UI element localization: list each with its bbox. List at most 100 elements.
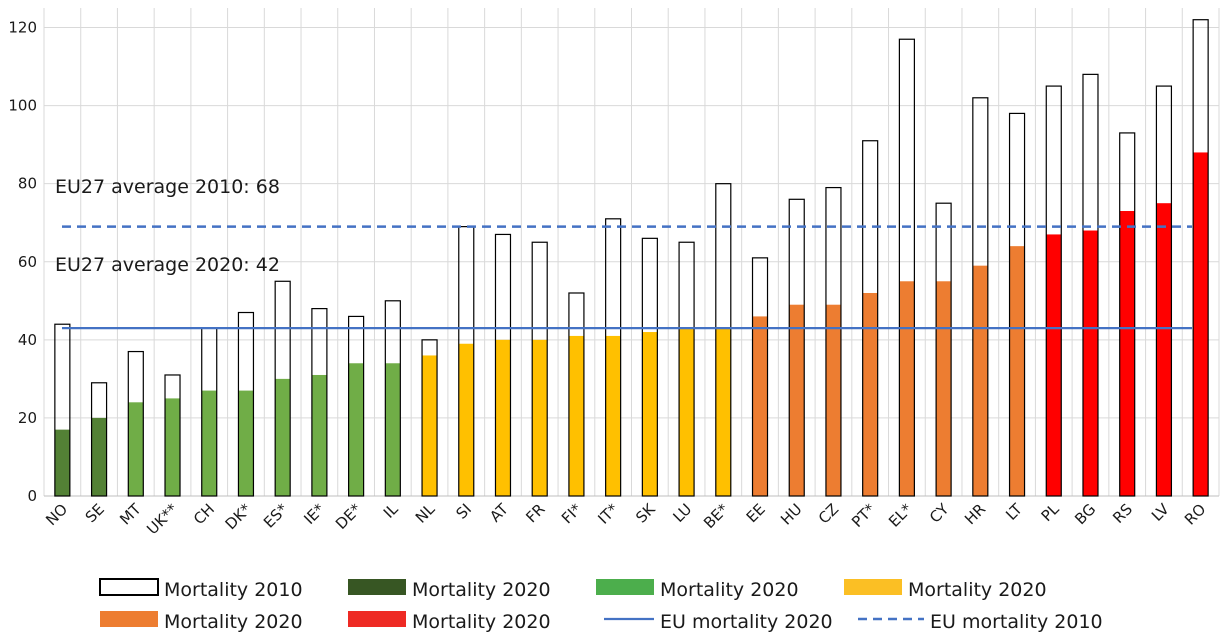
y-tick-label: 100 bbox=[8, 97, 37, 115]
bar-mortality-2020 bbox=[789, 304, 805, 496]
legend-label: EU mortality 2010 bbox=[930, 611, 1103, 633]
bar-mortality-2010 bbox=[237, 311, 255, 497]
bar-mortality-2020 bbox=[201, 390, 217, 496]
y-tick-label: 0 bbox=[27, 487, 37, 505]
y-tick-label: 120 bbox=[8, 19, 37, 37]
x-category-label: LT bbox=[1002, 500, 1026, 524]
x-category-label: HU bbox=[777, 500, 805, 528]
x-category-label: CH bbox=[190, 500, 218, 528]
bar-mortality-2020 bbox=[605, 335, 621, 496]
bar-mortality-2010 bbox=[531, 241, 548, 497]
x-category-label: EL* bbox=[885, 500, 916, 531]
legend-swatch-orange bbox=[100, 611, 158, 627]
bar-mortality-2010 bbox=[458, 226, 475, 497]
x-category-label: NL bbox=[412, 500, 439, 527]
bar-mortality-2010 bbox=[641, 237, 658, 497]
bar-mortality-2020 bbox=[899, 281, 915, 496]
x-category-label: EE bbox=[743, 500, 769, 526]
bar-mortality-2020 bbox=[385, 363, 401, 496]
x-category-label: RO bbox=[1181, 500, 1209, 528]
bar-mortality-2010 bbox=[1045, 85, 1062, 497]
x-category-label: LU bbox=[670, 500, 696, 526]
bar-mortality-2020 bbox=[238, 390, 254, 496]
bar-mortality-2020 bbox=[715, 328, 731, 496]
legend-label: Mortality 2020 bbox=[412, 611, 551, 633]
bar-mortality-2010 bbox=[715, 183, 732, 497]
bar-mortality-2010 bbox=[1155, 85, 1173, 497]
x-category-label: LV bbox=[1148, 500, 1173, 525]
x-category-label: AT bbox=[486, 500, 512, 526]
x-category-label: DE* bbox=[332, 500, 365, 533]
x-category-label: IL bbox=[380, 500, 402, 522]
bar-mortality-2010 bbox=[935, 202, 952, 497]
bar-mortality-2020 bbox=[825, 304, 841, 496]
legend-swatch-yellow bbox=[844, 579, 902, 595]
bar-mortality-2010 bbox=[1082, 73, 1099, 497]
x-category-label: CY bbox=[926, 500, 953, 527]
x-category-label: UK** bbox=[143, 500, 181, 538]
bar-mortality-2020 bbox=[752, 316, 768, 496]
x-category-label: PT* bbox=[848, 500, 879, 531]
legend-label: EU mortality 2020 bbox=[660, 611, 833, 633]
x-category-label: SE bbox=[82, 500, 108, 526]
bar-mortality-2010 bbox=[1192, 19, 1209, 497]
bar-mortality-2010 bbox=[1119, 132, 1136, 497]
bar-mortality-2010 bbox=[494, 233, 512, 497]
bar-mortality-2010 bbox=[127, 350, 144, 497]
bar-mortality-2010 bbox=[311, 308, 328, 497]
bar-mortality-2020 bbox=[275, 378, 291, 496]
bar-mortality-2010 bbox=[384, 300, 401, 497]
annotation-avg-2020: EU27 average 2020: 42 bbox=[55, 254, 280, 276]
legend-label: Mortality 2020 bbox=[908, 579, 1047, 601]
bar-mortality-2020 bbox=[936, 281, 952, 496]
bar-mortality-2020 bbox=[972, 265, 988, 496]
legend-label: Mortality 2020 bbox=[412, 579, 551, 601]
y-tick-label: 20 bbox=[18, 409, 37, 427]
bar-mortality-2020 bbox=[1193, 152, 1209, 496]
bar-mortality-2020 bbox=[495, 339, 511, 496]
bar-mortality-2010 bbox=[678, 241, 695, 497]
bar-mortality-2020 bbox=[54, 429, 70, 496]
y-axis-ticks: 0 20 40 60 80 100 120 bbox=[8, 19, 37, 505]
bar-mortality-2010 bbox=[862, 140, 879, 497]
bar-mortality-2020 bbox=[679, 328, 695, 496]
y-tick-label: 80 bbox=[18, 175, 37, 193]
annotation-avg-2010: EU27 average 2010: 68 bbox=[55, 176, 280, 198]
gridlines bbox=[43, 8, 1220, 497]
bar-mortality-2020 bbox=[91, 417, 107, 496]
bar-mortality-2020 bbox=[1119, 211, 1135, 496]
y-tick-label: 40 bbox=[18, 331, 37, 349]
x-category-label: NO bbox=[42, 500, 71, 529]
bar-mortality-2010 bbox=[164, 374, 181, 497]
bar-mortality-2010 bbox=[54, 323, 71, 497]
x-category-label: SI bbox=[452, 500, 475, 523]
bar-mortality-2010 bbox=[972, 97, 989, 497]
x-category-label: SK bbox=[632, 499, 659, 526]
x-category-label: MT bbox=[116, 500, 145, 529]
bar-mortality-2020 bbox=[862, 292, 878, 496]
bar-mortality-2010 bbox=[898, 38, 915, 497]
x-category-label: IT* bbox=[594, 500, 622, 528]
legend-swatch-darkgreen bbox=[348, 579, 406, 595]
bar-mortality-2020 bbox=[348, 363, 364, 496]
bar-mortality-2010 bbox=[90, 382, 108, 497]
legend: Mortality 2010 Mortality 2020 Mortality 20… bbox=[99, 578, 1103, 633]
bar-mortality-2020 bbox=[1009, 246, 1025, 496]
bar-mortality-2010 bbox=[605, 218, 622, 497]
x-category-label: ES* bbox=[260, 500, 292, 532]
bar-mortality-2020 bbox=[458, 343, 474, 496]
x-category-label: CZ bbox=[815, 500, 842, 527]
x-category-label: PL bbox=[1038, 500, 1063, 525]
bar-mortality-2010 bbox=[421, 339, 438, 497]
bar-mortality-2020 bbox=[1046, 234, 1062, 496]
bar-mortality-2010 bbox=[751, 257, 769, 497]
y-tick-label: 60 bbox=[18, 253, 37, 271]
x-category-label: BE* bbox=[700, 500, 732, 532]
legend-label: Mortality 2020 bbox=[164, 611, 303, 633]
bar-mortality-2020 bbox=[311, 374, 327, 496]
bar-mortality-2020 bbox=[128, 402, 144, 496]
legend-label: Mortality 2010 bbox=[164, 579, 303, 601]
x-category-label: HR bbox=[961, 500, 989, 528]
